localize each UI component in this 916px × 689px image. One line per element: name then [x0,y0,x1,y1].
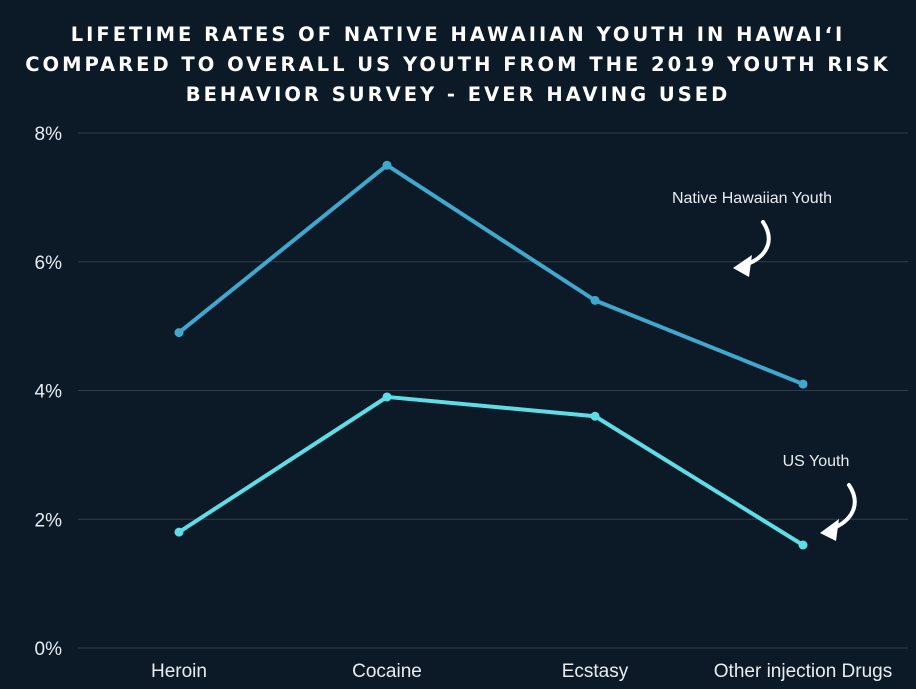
gridlines [78,132,908,649]
data-point [590,411,600,421]
curved-arrow-icon [820,483,857,541]
data-point [382,160,392,170]
x-tick-label: Ecstasy [562,661,629,682]
chart-title: LIFETIME RATES OF NATIVE HAWAIIAN YOUTH … [25,23,891,106]
y-tick-label: 6% [35,253,63,274]
data-point [174,328,184,338]
curved-arrow-icon [733,220,771,277]
y-axis-ticks: 0% 2% 4% 6% 8% [35,124,63,660]
series-label-native-hawaiian: Native Hawaiian Youth [672,190,832,207]
y-tick-label: 8% [35,124,63,145]
x-tick-label: Cocaine [352,661,422,682]
y-tick-label: 0% [35,639,63,660]
y-tick-label: 2% [35,510,63,531]
data-point [798,379,808,389]
data-point [174,527,184,537]
series-lines [174,160,808,550]
x-tick-label: Other injection Drugs [714,661,892,682]
data-point [382,392,392,402]
y-tick-label: 4% [35,382,63,403]
series-label-us-youth: US Youth [783,453,850,470]
x-axis-ticks: Heroin Cocaine Ecstasy Other injection Drug… [151,661,892,682]
series-line-1 [177,394,805,547]
x-tick-label: Heroin [151,661,207,682]
data-point [798,540,808,550]
data-point [590,295,600,305]
series-line-0 [177,163,804,386]
